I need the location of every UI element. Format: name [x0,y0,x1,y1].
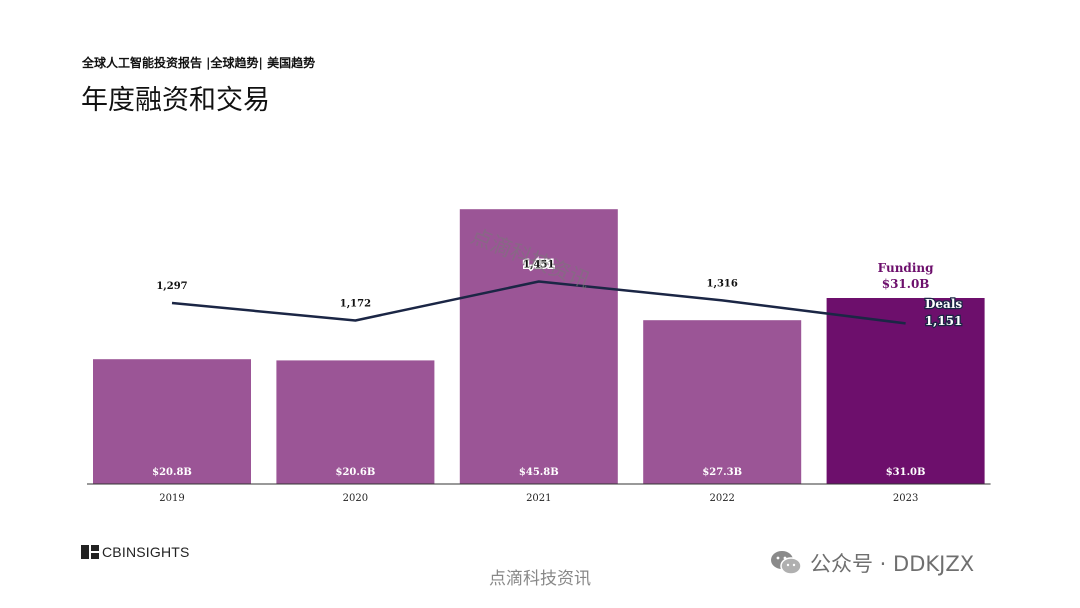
funding-value-label-2021: $45.8B [519,467,559,478]
legend-funding-value: $31.0B [882,277,930,291]
funding-value-label-2020: $20.6B [336,467,376,478]
report-subtitle: 全球人工智能投资报告 |全球趋势| 美国趋势 [82,56,316,70]
x-tick-label-2022: 2022 [709,493,734,504]
wechat-account: 公众号 · DDKJZX [770,548,974,578]
deals-value-label-2020: 1,172 [340,298,371,309]
funding-bar-2019 [93,359,251,484]
cb-insights-logo-text: CBINSIGHTS [102,544,190,560]
legend-deals-value: 1,151 [925,314,963,328]
funding-bar-2022 [643,320,802,484]
deals-line [171,280,906,325]
page-title: 年度融资和交易 [81,85,270,116]
cb-insights-logo-icon [81,545,99,559]
deals-value-label-2021: 1,451 [523,260,554,271]
legend-deals-label: Deals [925,297,962,311]
cb-insights-logo: CBINSIGHTS [81,544,190,560]
deals-value-label-2022: 1,316 [707,278,738,289]
deals-value-label-2019: 1,297 [156,281,187,292]
funding-bar-2023 [826,298,985,484]
wechat-icon [771,551,802,575]
x-tick-label-2019: 2019 [159,493,184,504]
x-tick-label-2021: 2021 [526,493,551,504]
legend-funding-label: Funding [878,261,934,275]
funding-bar-2020 [276,360,435,484]
funding-value-label-2019: $20.8B [152,467,192,478]
funding-value-label-2022: $27.3B [702,467,742,478]
source-caption: 点滴科技资讯 [489,569,591,589]
x-tick-label-2023: 2023 [893,493,918,504]
x-tick-label-2020: 2020 [343,493,368,504]
funding-value-label-2023: $31.0B [886,467,926,478]
funding-bar-2021 [459,209,618,484]
wechat-account-text: 公众号 · DDKJZX [810,552,975,576]
